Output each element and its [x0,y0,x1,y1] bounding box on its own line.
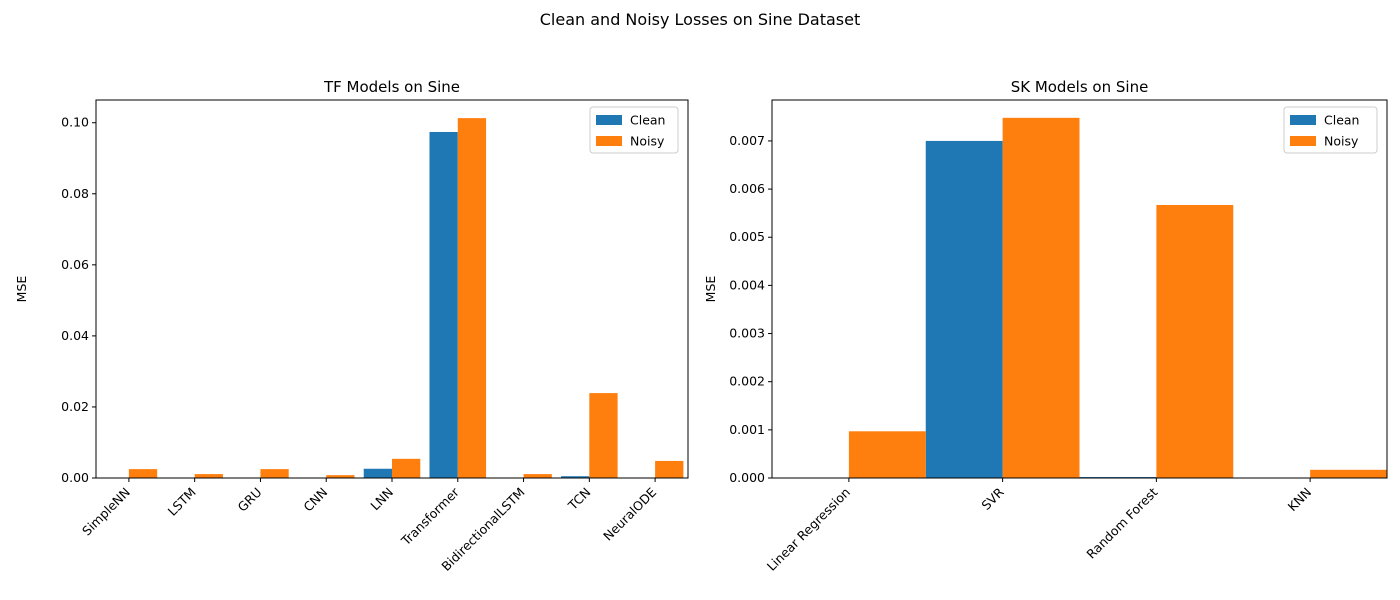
x-tick-label: CNN [300,485,330,515]
x-tick-label: NeuralODE [600,484,659,543]
legend-swatch-clean [596,115,622,125]
y-tick-label: 0.006 [729,181,765,196]
bar-noisy-cnn [326,475,355,478]
bar-noisy-simplenn [128,469,158,478]
y-tick-label: 0.04 [61,328,89,343]
chart-title: TF Models on Sine [323,78,460,96]
legend: Clean Noisy [589,106,679,154]
legend-label-noisy: Noisy [1324,134,1359,149]
legend-swatch-clean [1290,115,1316,125]
y-tick-label: 0.000 [729,470,765,485]
y-tick-label: 0.007 [729,133,765,148]
x-tick-label: GRU [234,485,264,515]
x-tick-label: Linear Regression [764,485,853,574]
y-tick-label: 0.08 [61,186,89,201]
x-tick-label: LNN [367,485,396,514]
x-tick-label: Transformer [398,484,463,549]
bar-noisy-linear-regression [848,431,926,478]
plot-frame [771,99,1388,479]
y-tick-label: 0.10 [61,115,89,130]
bar-noisy-transformer [457,118,487,479]
bar-noisy-lnn [392,458,421,478]
legend: Clean Noisy [1283,106,1378,154]
legend-label-noisy: Noisy [630,134,665,149]
y-tick-label: 0.003 [729,326,765,341]
bar-noisy-bidirectionallstm [523,474,552,478]
bar-clean-transformer [429,131,458,478]
legend-swatch-noisy [596,136,622,146]
bar-noisy-tcn [589,393,618,478]
y-tick-label: 0.004 [729,277,765,292]
bar-noisy-random-forest [1156,204,1234,478]
chart-panel-1: 0.00 0.02 0.04 0.06 0.08 0.10 SimpleNN LSTM GRU C… [14,78,689,574]
bar-clean-tcn [561,476,590,478]
bar-clean-svr [925,140,1003,478]
chart-panel-2: 0.000 0.001 0.002 0.003 0.004 0.005 0.006 0.007… [703,78,1388,574]
x-tick-label: LSTM [165,485,199,519]
y-tick-label: 0.02 [61,399,89,414]
x-tick-label: KNN [1285,485,1315,515]
figure-suptitle: Clean and Noisy Losses on Sine Dataset [540,10,860,29]
y-tick-label: 0.001 [729,422,765,437]
legend-label-clean: Clean [1324,113,1359,128]
y-axis-label: MSE [703,276,718,303]
bar-noisy-gru [260,469,289,478]
y-tick-label: 0.005 [729,229,765,244]
bar-noisy-svr [1002,117,1080,478]
y-tick-label: 0.00 [61,470,89,485]
x-tick-label: SimpleNN [79,485,133,539]
y-tick-label: 0.002 [729,374,765,389]
bar-noisy-neuralode [655,460,684,478]
legend-swatch-noisy [1290,136,1316,146]
x-tick-label: SVR [978,484,1007,513]
y-tick-label: 0.06 [61,257,89,272]
chart-title: SK Models on Sine [1011,78,1149,96]
y-axis-label: MSE [14,276,29,303]
legend-label-clean: Clean [630,113,665,128]
bar-clean-lnn [363,468,392,478]
bar-noisy-knn [1310,469,1388,478]
x-tick-label: Random Forest [1083,484,1160,561]
x-tick-label: TCN [564,485,593,514]
bar-noisy-lstm [194,474,223,478]
